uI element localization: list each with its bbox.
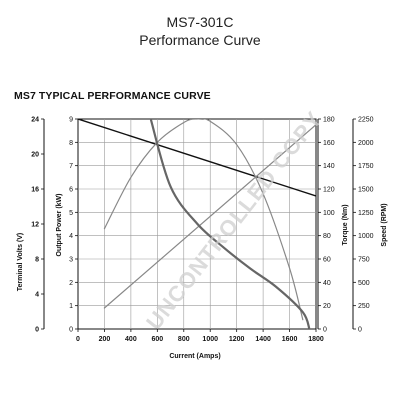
voltage-tick-label: 8 bbox=[35, 257, 39, 264]
torque-tick-label: 180 bbox=[323, 117, 335, 124]
power-tick-label: 2 bbox=[69, 280, 73, 287]
torque-tick-label: 100 bbox=[323, 210, 335, 217]
power-axis-label: Output Power (kW) bbox=[56, 194, 63, 257]
voltage-tick-label: 24 bbox=[31, 117, 39, 124]
x-tick-label: 600 bbox=[151, 336, 163, 343]
speed-tick-label: 500 bbox=[358, 280, 370, 287]
torque-tick-label: 160 bbox=[323, 140, 335, 147]
series-group bbox=[78, 119, 316, 329]
power-tick-label: 3 bbox=[69, 257, 73, 264]
chart-title: MS7 TYPICAL PERFORMANCE CURVE bbox=[14, 90, 211, 102]
power-tick-label: 4 bbox=[69, 233, 73, 240]
voltage-tick-label: 16 bbox=[31, 187, 39, 194]
speed-tick-label: 750 bbox=[358, 257, 370, 264]
page-title: MS7-301C bbox=[166, 14, 234, 30]
torque-tick-label: 0 bbox=[323, 327, 327, 334]
power-tick-label: 5 bbox=[69, 210, 73, 217]
power-tick-label: 8 bbox=[69, 140, 73, 147]
speed-tick-label: 2250 bbox=[358, 117, 374, 124]
x-tick-label: 1400 bbox=[255, 336, 271, 343]
x-axis-label: Current (Amps) bbox=[169, 353, 220, 360]
voltage-axis-label: Terminal Volts (V) bbox=[17, 233, 24, 291]
x-tick-label: 1000 bbox=[202, 336, 218, 343]
speed-tick-label: 250 bbox=[358, 303, 370, 310]
torque-axis-label: Torque (Nm) bbox=[342, 204, 349, 245]
torque-tick-label: 140 bbox=[323, 163, 335, 170]
power-tick-label: 0 bbox=[69, 327, 73, 334]
torque-tick-label: 80 bbox=[323, 233, 331, 240]
page-subtitle: Performance Curve bbox=[139, 32, 261, 48]
voltage-tick-label: 4 bbox=[35, 292, 39, 299]
power-curve bbox=[103, 119, 304, 321]
speed-tick-label: 1250 bbox=[358, 210, 374, 217]
power-tick-label: 1 bbox=[69, 303, 73, 310]
voltage-curve bbox=[78, 119, 316, 197]
speed-tick-label: 0 bbox=[358, 327, 362, 334]
speed-axis-label: Speed (RPM) bbox=[381, 203, 388, 246]
torque-tick-label: 40 bbox=[323, 280, 331, 287]
torque-tick-label: 60 bbox=[323, 257, 331, 264]
axes: 0 200 400 600 800 1000 1200 1400 1600 18000481216… bbox=[31, 117, 373, 344]
voltage-tick-label: 12 bbox=[31, 222, 39, 229]
torque-tick-label: 120 bbox=[323, 187, 335, 194]
x-tick-label: 1200 bbox=[229, 336, 245, 343]
x-tick-label: 1600 bbox=[282, 336, 298, 343]
torque-curve bbox=[103, 123, 316, 309]
speed-tick-label: 1500 bbox=[358, 187, 374, 194]
speed-curve bbox=[149, 119, 311, 329]
voltage-tick-label: 20 bbox=[31, 152, 39, 159]
x-tick-label: 400 bbox=[125, 336, 137, 343]
power-tick-label: 6 bbox=[69, 187, 73, 194]
x-tick-label: 0 bbox=[76, 336, 80, 343]
x-tick-label: 200 bbox=[99, 336, 111, 343]
power-tick-label: 9 bbox=[69, 117, 73, 124]
x-tick-label: 1800 bbox=[308, 336, 324, 343]
speed-tick-label: 1750 bbox=[358, 163, 374, 170]
torque-tick-label: 20 bbox=[323, 303, 331, 310]
speed-tick-label: 2000 bbox=[358, 140, 374, 147]
x-tick-label: 800 bbox=[178, 336, 190, 343]
power-tick-label: 7 bbox=[69, 163, 73, 170]
speed-tick-label: 1000 bbox=[358, 233, 374, 240]
axis-labels: Current (Amps) Terminal Volts (V) Output… bbox=[17, 194, 388, 361]
voltage-tick-label: 0 bbox=[35, 327, 39, 334]
